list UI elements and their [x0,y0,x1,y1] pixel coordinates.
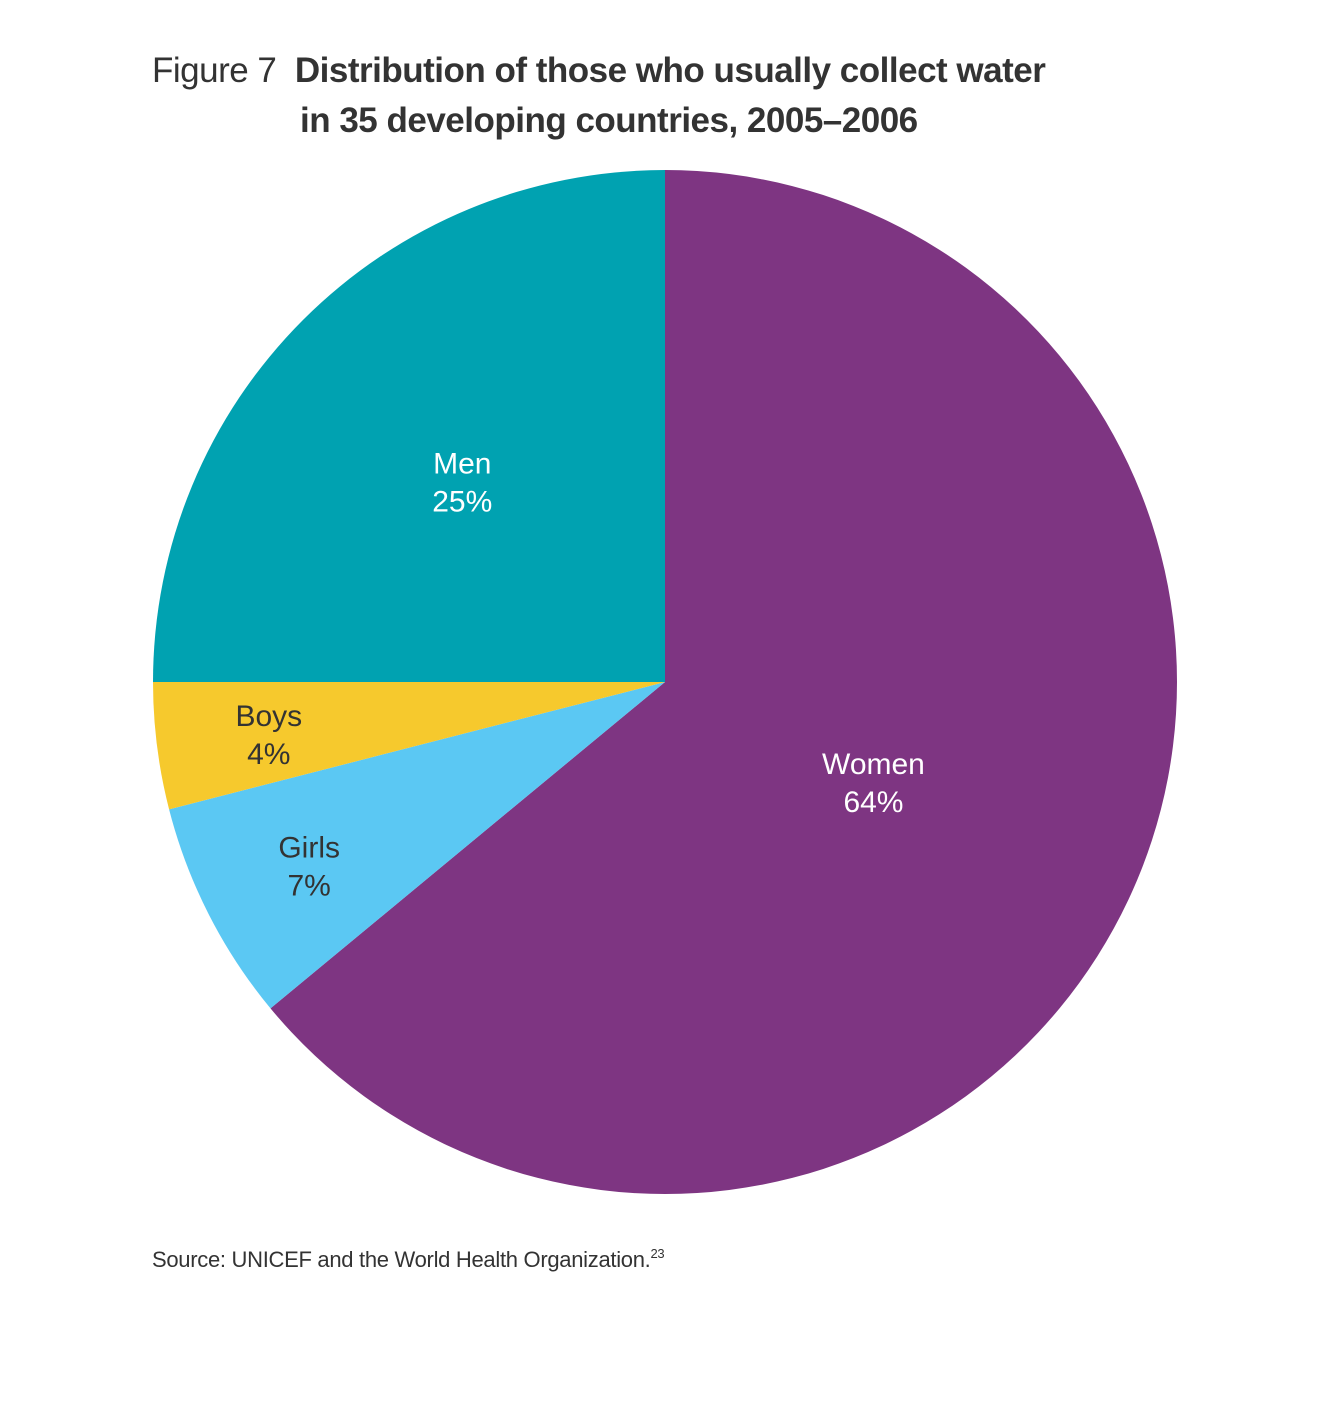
slice-label-boys: Boys [235,700,302,733]
source-note: Source: UNICEF and the World Health Orga… [152,1246,665,1273]
chart-title: Figure 7 Distribution of those who usual… [152,46,1252,146]
slice-label-girls: Girls [278,831,340,864]
title-line-2: in 35 developing countries, 2005–2006 [152,96,1252,146]
pie-slice-girls [169,682,665,1009]
pie-slice-boys [153,682,665,810]
title-line-1: Figure 7 Distribution of those who usual… [152,46,1252,96]
slice-value-men: 25% [432,485,492,518]
pie-slice-women [270,170,1178,1194]
pie-slices [153,170,1178,1194]
slice-value-women: 64% [843,786,903,819]
slice-value-girls: 7% [287,869,330,902]
slice-value-boys: 4% [247,738,290,771]
title-text-line-1: Distribution of those who usually collec… [294,51,1046,90]
slice-label-men: Men [433,447,491,480]
title-text-line-2: in 35 developing countries, 2005–2006 [300,101,918,140]
source-text: Source: UNICEF and the World Health Orga… [152,1247,651,1272]
source-footnote: 23 [650,1246,665,1261]
figure-label: Figure 7 [152,51,277,90]
pie-slice-men [153,170,665,682]
slice-label-women: Women [822,748,925,781]
pie-labels: Women 64% Girls 7% Boys 4% Men 25% [235,447,924,902]
